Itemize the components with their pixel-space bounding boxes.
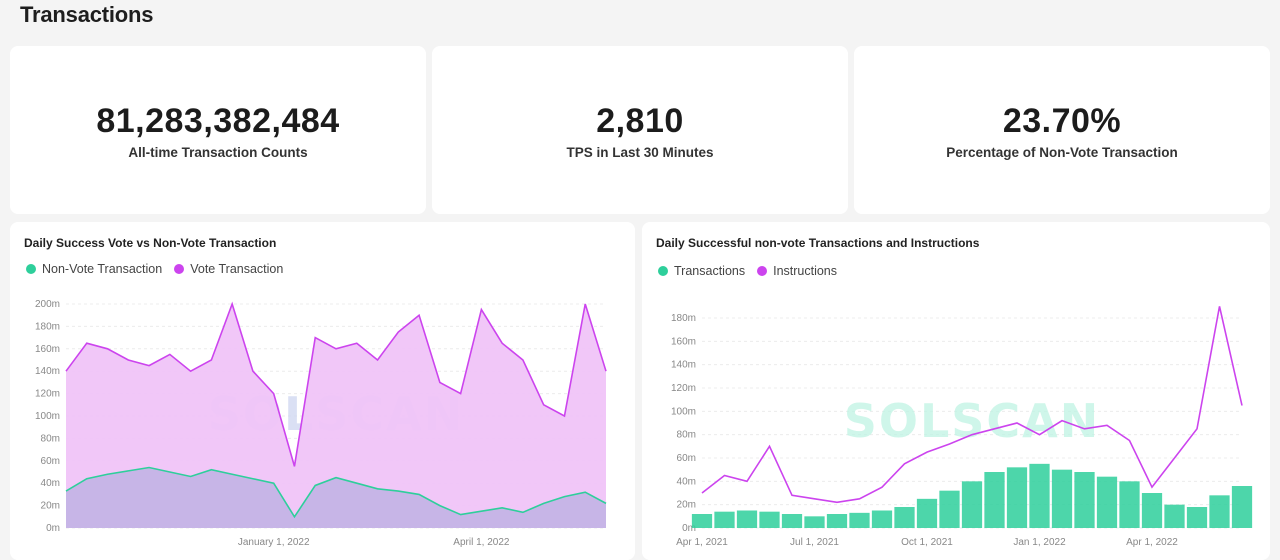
stat-card-non-vote-percentage: 23.70% Percentage of Non-Vote Transactio… [854,46,1270,214]
transactions-bar [1074,472,1095,528]
tps-value: 2,810 [596,102,684,140]
transactions-bar [691,514,713,528]
transactions-bar [939,490,960,528]
chart-legend: Transactions Instructions [658,264,837,278]
stat-card-transaction-count: 81,283,382,484 All-time Transaction Coun… [10,46,426,214]
y-tick-label: 140m [671,360,696,371]
transactions-bar [1051,469,1073,528]
transactions-bar [984,472,1005,528]
legend-dot-icon [174,264,185,274]
series-line-1 [65,301,607,467]
y-tick-label: 120m [671,383,696,394]
non-vote-percentage-value: 23.70% [1002,102,1122,140]
transactions-bar [1119,481,1140,528]
transactions-bar [1029,463,1050,528]
legend-dot-icon [26,264,36,274]
x-tick-label: January 1, 2022 [238,537,310,548]
y-tick-label: 0m [682,523,696,534]
y-tick-label: 40m [41,478,60,489]
chart-legend: Non-Vote Transaction Vote Transaction [26,262,283,276]
legend-label: Instructions [773,264,838,278]
y-tick-label: 180m [35,321,60,332]
y-tick-label: 80m [41,433,60,444]
y-tick-label: 100m [671,406,696,417]
legend-label: Non-Vote Transaction [42,262,163,276]
chart-title: Daily Success Vote vs Non-Vote Transacti… [24,236,277,250]
x-tick-label: Apr 1, 2021 [676,537,728,548]
y-tick-label: 100m [35,411,60,422]
y-tick-label: 20m [41,501,60,512]
solscan-watermark: SOLSCAN [844,394,1101,448]
transactions-bar [849,512,870,528]
transactions-bar [894,507,915,528]
transactions-bar [804,516,825,528]
y-tick-label: 160m [671,336,696,347]
transactions-bar [916,498,938,528]
page-title: Transactions [20,2,154,27]
series-line-0 [65,466,607,519]
non-vote-percentage-label: Percentage of Non-Vote Transaction [946,145,1178,160]
y-tick-label: 200m [35,299,60,310]
legend-dot-icon [658,266,668,276]
transactions-bar [826,514,848,528]
transactions-bar [961,481,983,528]
vote-vs-nonvote-chart: 0m 20m 40m 60m 80m 100m 120m 140m 160m 180m 200m Ja… [35,299,607,548]
transactions-bar [1209,495,1230,528]
chart-card-nonvote-instructions: 0m 20m 40m 60m 80m 100m 120m 140m 160m 180m Apr 1,… [642,222,1270,560]
series-area-1 [66,304,606,528]
transactions-bar [1164,504,1185,528]
legend-label: Transactions [674,264,746,278]
x-tick-label: Jul 1, 2021 [790,537,839,548]
x-tick-label: Jan 1, 2022 [1013,537,1066,548]
transactions-bar [714,511,735,528]
legend-item-vote[interactable]: Vote Transaction [174,262,283,276]
instructions-line [701,306,1243,504]
transaction-count-label: All-time Transaction Counts [128,145,308,160]
y-tick-label: 20m [677,500,696,511]
y-tick-label: 40m [677,476,696,487]
transactions-bar [1141,493,1163,528]
transactions-bar [1231,486,1253,528]
nonvote-instructions-chart: 0m 20m 40m 60m 80m 100m 120m 140m 160m 180m Apr 1,… [671,306,1253,548]
legend-item-non-vote[interactable]: Non-Vote Transaction [26,262,162,276]
transactions-bar [871,510,893,528]
legend-item-transactions[interactable]: Transactions [658,264,745,278]
legend-label: Vote Transaction [190,262,284,276]
y-tick-label: 180m [671,313,696,324]
legend-item-instructions[interactable]: Instructions [757,264,837,278]
transactions-bar [1096,476,1118,528]
y-tick-label: 120m [35,389,60,400]
tps-label: TPS in Last 30 Minutes [566,145,714,160]
transactions-bar [781,514,803,528]
stat-card-tps: 2,810 TPS in Last 30 Minutes [432,46,848,214]
x-tick-label: April 1, 2022 [453,537,510,548]
chart-card-vote-vs-nonvote: 0m 20m 40m 60m 80m 100m 120m 140m 160m 180m 200m Ja… [10,222,635,560]
x-tick-label: Oct 1, 2021 [901,537,953,548]
chart-title: Daily Successful non-vote Transactions a… [656,236,980,250]
y-tick-label: 160m [35,344,60,355]
transactions-bar [1006,467,1028,528]
legend-dot-icon [757,266,768,276]
y-tick-label: 60m [677,453,696,464]
y-tick-label: 140m [35,366,60,377]
y-tick-label: 80m [677,430,696,441]
transaction-count-value: 81,283,382,484 [96,102,340,140]
y-tick-label: 0m [46,523,60,534]
transactions-bar [759,511,780,528]
x-tick-label: Apr 1, 2022 [1126,537,1178,548]
transactions-bar [736,510,758,528]
y-tick-label: 60m [41,456,60,467]
transactions-bar [1186,507,1208,528]
